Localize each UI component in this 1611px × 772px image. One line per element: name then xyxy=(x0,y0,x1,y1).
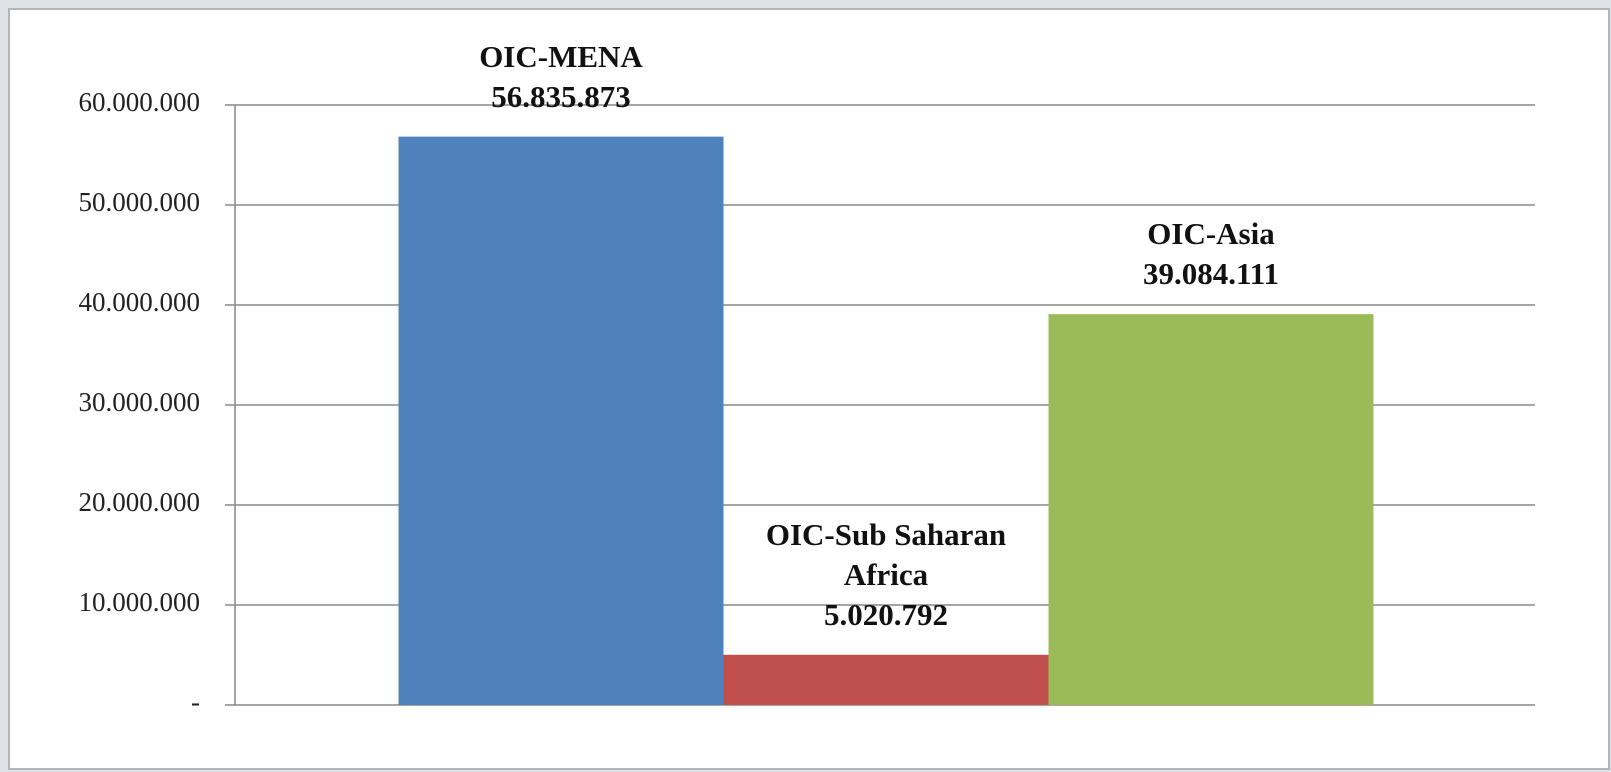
category-label: OIC-Asia xyxy=(1147,216,1275,252)
category-label: OIC-Sub Saharan Africa xyxy=(765,516,1007,592)
y-tick-label: 30.000.000 xyxy=(79,387,201,417)
data-label-group: OIC-MENA 56.835.873 xyxy=(406,37,716,117)
data-label: 39.084.111 xyxy=(1142,256,1280,292)
y-tick-label: 50.000.000 xyxy=(79,187,201,217)
y-tick-label: 20.000.000 xyxy=(79,487,201,517)
y-tick-label: 40.000.000 xyxy=(79,287,201,317)
bar xyxy=(398,136,724,706)
data-label: 56.835.873 xyxy=(491,78,631,114)
data-label-group: OIC-Sub Saharan Africa 5.020.792 xyxy=(731,515,1041,635)
data-label-group: OIC-Asia 39.084.111 xyxy=(1056,214,1366,294)
y-tick-label: 10.000.000 xyxy=(79,587,201,617)
category-label: OIC-MENA xyxy=(479,38,643,74)
bar xyxy=(1048,314,1374,705)
bar xyxy=(723,654,1049,705)
y-tick-label: 60.000.000 xyxy=(79,87,201,117)
data-label: 5.020.792 xyxy=(824,596,948,632)
y-tick-label: - xyxy=(191,687,200,717)
